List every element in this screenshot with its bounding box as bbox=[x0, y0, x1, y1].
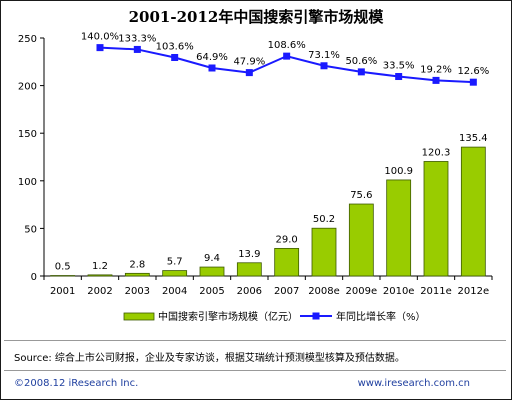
bar-value-label: 50.2 bbox=[313, 214, 335, 225]
bar-value-label: 120.3 bbox=[422, 147, 451, 158]
bar-value-label: 5.7 bbox=[167, 257, 183, 268]
footer-separator bbox=[4, 370, 506, 371]
bar bbox=[386, 179, 412, 277]
bar bbox=[199, 266, 225, 277]
growth-rate-point bbox=[432, 76, 440, 84]
growth-rate-label: 64.9% bbox=[196, 52, 228, 63]
bar bbox=[162, 270, 188, 277]
growth-rate-point bbox=[208, 64, 216, 72]
bar bbox=[311, 227, 337, 277]
x-tick-label: 2008e bbox=[308, 286, 340, 297]
bar bbox=[348, 203, 374, 277]
bar-value-label: 13.9 bbox=[238, 249, 260, 260]
growth-rate-label: 103.6% bbox=[156, 41, 194, 52]
growth-rate-label: 73.1% bbox=[308, 50, 340, 61]
growth-rate-point bbox=[395, 73, 403, 81]
x-tick-label: 2006 bbox=[237, 286, 262, 297]
growth-rate-label: 140.0% bbox=[81, 32, 119, 43]
growth-rate-point bbox=[245, 69, 253, 77]
x-tick-label: 2011e bbox=[420, 286, 452, 297]
bar bbox=[460, 146, 486, 277]
x-tick-label: 2009e bbox=[346, 286, 378, 297]
growth-rate-point bbox=[357, 68, 365, 76]
bar-value-label: 9.4 bbox=[204, 253, 220, 264]
growth-rate-point bbox=[320, 62, 328, 70]
bar bbox=[274, 247, 300, 277]
bar-value-label: 135.4 bbox=[459, 133, 488, 144]
growth-rate-label: 108.6% bbox=[268, 40, 306, 51]
x-tick-label: 2002 bbox=[87, 286, 112, 297]
x-tick-label: 2012e bbox=[458, 286, 490, 297]
x-tick-label: 2010e bbox=[383, 286, 415, 297]
growth-rate-label: 47.9% bbox=[233, 57, 265, 68]
x-tick-label: 2004 bbox=[162, 286, 187, 297]
growth-rate-point bbox=[96, 44, 104, 52]
bar bbox=[87, 274, 113, 277]
copyright-text: ©2008.12 iResearch Inc. bbox=[14, 378, 139, 389]
growth-rate-point bbox=[469, 78, 477, 86]
y-tick-label: 150 bbox=[18, 129, 37, 140]
website-link[interactable]: www.iresearch.com.cn bbox=[357, 378, 470, 389]
source-separator bbox=[4, 340, 506, 341]
bar bbox=[423, 161, 449, 277]
growth-rate-point bbox=[171, 53, 179, 61]
growth-rate-label: 12.6% bbox=[457, 66, 489, 77]
chart-title: 2001-2012年中国搜索引擎市场规模 bbox=[128, 8, 384, 26]
y-tick-label: 0 bbox=[31, 272, 37, 283]
bar-value-label: 0.5 bbox=[55, 262, 71, 273]
y-tick-label: 100 bbox=[18, 177, 37, 188]
bar-value-label: 29.0 bbox=[276, 234, 298, 245]
growth-rate-label: 133.3% bbox=[118, 33, 156, 44]
bar bbox=[124, 272, 150, 277]
growth-rate-point bbox=[283, 52, 291, 60]
x-tick-label: 2001 bbox=[50, 286, 75, 297]
y-tick-label: 250 bbox=[18, 34, 37, 45]
bar-value-label: 1.2 bbox=[92, 261, 108, 272]
legend-line-label: 年同比增长率（%） bbox=[336, 310, 426, 323]
x-tick-label: 2005 bbox=[199, 286, 224, 297]
legend-line-marker bbox=[312, 312, 320, 320]
bar-value-label: 2.8 bbox=[129, 259, 145, 270]
bar bbox=[236, 262, 262, 277]
growth-rate-point bbox=[133, 45, 141, 53]
legend-bar-label: 中国搜索引擎市场规模（亿元） bbox=[158, 310, 298, 323]
bar-value-label: 100.9 bbox=[384, 166, 413, 177]
growth-rate-label: 50.6% bbox=[345, 56, 377, 67]
x-tick-label: 2003 bbox=[125, 286, 150, 297]
y-tick-label: 200 bbox=[18, 82, 37, 93]
legend-bar-swatch bbox=[123, 312, 155, 321]
growth-rate-label: 19.2% bbox=[420, 64, 452, 75]
source-note: Source: 综合上市公司财报，企业及专家访谈，根据艾瑞统计预测模型核算及预估… bbox=[14, 353, 405, 364]
x-tick-label: 2007 bbox=[274, 286, 299, 297]
growth-rate-label: 33.5% bbox=[383, 61, 415, 72]
bar-value-label: 75.6 bbox=[350, 190, 372, 201]
y-tick-label: 50 bbox=[24, 224, 37, 235]
